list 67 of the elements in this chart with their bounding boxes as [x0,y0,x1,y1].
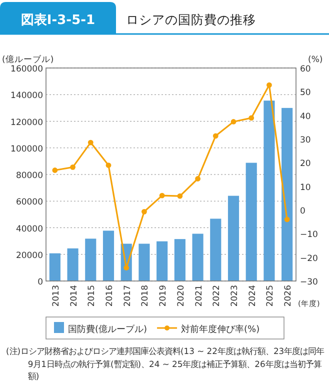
y-tick-label: 60000 [16,198,43,208]
x-tick-label: 2023 [230,285,240,307]
bar [174,239,186,281]
point [177,193,183,199]
x-tick-label: 2020 [176,285,186,307]
x-tick-label: 2022 [212,285,222,307]
bar [156,241,168,281]
y-tick-label: 80000 [16,171,43,181]
point [124,265,130,270]
point [70,164,76,170]
bar [85,238,96,281]
x-tick-label: 2017 [122,285,133,307]
y2-tick-label: −20 [300,254,318,264]
y-tick-label: 100000 [10,144,43,154]
y2-tick-label: 0 [300,206,306,216]
y2-tick-label: −30 [300,278,318,288]
x-tick-label: 2018 [140,285,151,307]
point [88,140,94,146]
point [142,208,147,214]
y-tick-label: 140000 [10,91,43,102]
bar [210,218,222,281]
y2-tick-label: 20 [300,159,311,170]
point [212,133,218,139]
point [159,192,165,198]
y-tick-label: 160000 [10,64,43,74]
x-tick-label: 2014 [69,285,80,307]
point [266,82,272,88]
y2-axis-title: (%) [308,55,323,65]
point [230,119,236,124]
x-tick-label: 2013 [51,285,62,307]
text: 図表Ⅰ-3-5-1 [20,13,96,28]
chart-title: ロシアの国防費の推移 [126,12,256,27]
y2-tick-label: 30 [300,136,311,146]
x-tick-label: 2016 [105,285,115,307]
y-tick-label: 120000 [10,118,43,128]
y2-tick-label: 10 [300,182,311,193]
legend-label: 国防費(億ルーブル) [68,324,148,335]
bar [264,100,275,281]
point [284,216,290,222]
bar [282,108,293,281]
y-tick-label: 0 [38,278,43,288]
bar [192,234,204,281]
point [52,168,58,173]
bar [228,196,240,281]
legend-label: 対前年度伸び率(%) [181,324,260,335]
x-tick-label: 2019 [158,285,169,307]
bar [138,244,150,281]
bar [246,162,257,281]
x-tick-label: 2026 [284,285,294,307]
y2-tick-label: 60 [300,64,311,74]
y-tick-label: 20000 [16,250,43,261]
bar [67,248,78,281]
x-tick-label: 2015 [87,285,98,307]
text: (注)ロシア財務省およびロシア連邦国庫公表資料(13 ~ 22年度は執行額、23年度は同年9月1日時点の執行予算(暫定額)、24 ~ 25年度は補正予算額、26年度は当初予算額) [6,345,326,382]
y-tick-label: 40000 [16,224,43,234]
x-tick-label: 2024 [248,285,258,307]
y-axis-title: (億ルーブル) [2,54,54,65]
bar [49,253,60,281]
y2-tick-label: 40 [300,112,311,122]
y2-tick-label: −10 [300,230,318,240]
x-tick-label: 2021 [194,285,204,307]
point [195,176,200,182]
bar [102,230,114,281]
point [248,115,254,121]
x-tick-label: 2025 [266,285,276,307]
y2-tick-label: 50 [300,88,311,98]
point [106,162,112,168]
